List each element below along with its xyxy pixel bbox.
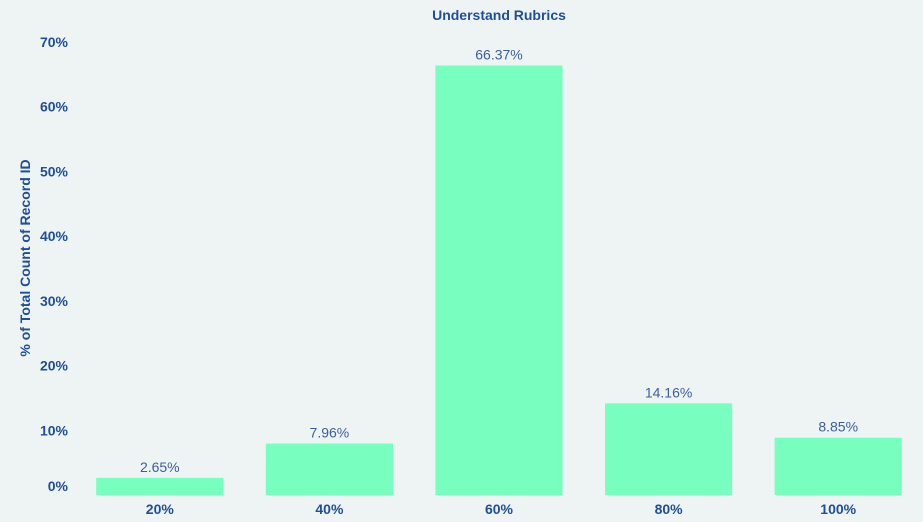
x-tick-label: 60% [485, 501, 514, 517]
x-tick-label: 40% [315, 501, 344, 517]
y-tick-label: 20% [40, 358, 69, 374]
y-tick-label: 10% [40, 422, 69, 438]
bar-value-label: 8.85% [818, 419, 858, 435]
bar-value-label: 14.16% [645, 384, 692, 400]
bars [96, 65, 902, 496]
bar [774, 437, 902, 495]
bar [605, 403, 733, 495]
y-tick-label: 50% [40, 163, 69, 179]
y-tick-label: 60% [40, 99, 69, 115]
chart-title: Understand Rubrics [432, 7, 566, 23]
bar [265, 443, 393, 495]
y-tick-label: 40% [40, 228, 69, 244]
y-axis-ticks: 0% 10% 20% 30% 40% 50% 60% 70% [40, 34, 69, 494]
bar-value-label: 66.37% [475, 46, 522, 62]
bar-value-label: 2.65% [140, 459, 180, 475]
y-axis-label: % of Total Count of Record ID [17, 159, 33, 356]
x-tick-label: 100% [820, 501, 856, 517]
x-axis-ticks: 20% 40% 60% 80% 100% [146, 501, 857, 517]
y-tick-label: 30% [40, 293, 69, 309]
bar [96, 477, 224, 495]
x-tick-label: 20% [146, 501, 175, 517]
x-tick-label: 80% [655, 501, 684, 517]
data-labels: 2.65% 7.96% 66.37% 14.16% 8.85% [140, 46, 858, 474]
y-tick-label: 0% [48, 478, 69, 494]
bar-value-label: 7.96% [310, 424, 350, 440]
bar [435, 65, 563, 496]
y-tick-label: 70% [40, 34, 69, 50]
